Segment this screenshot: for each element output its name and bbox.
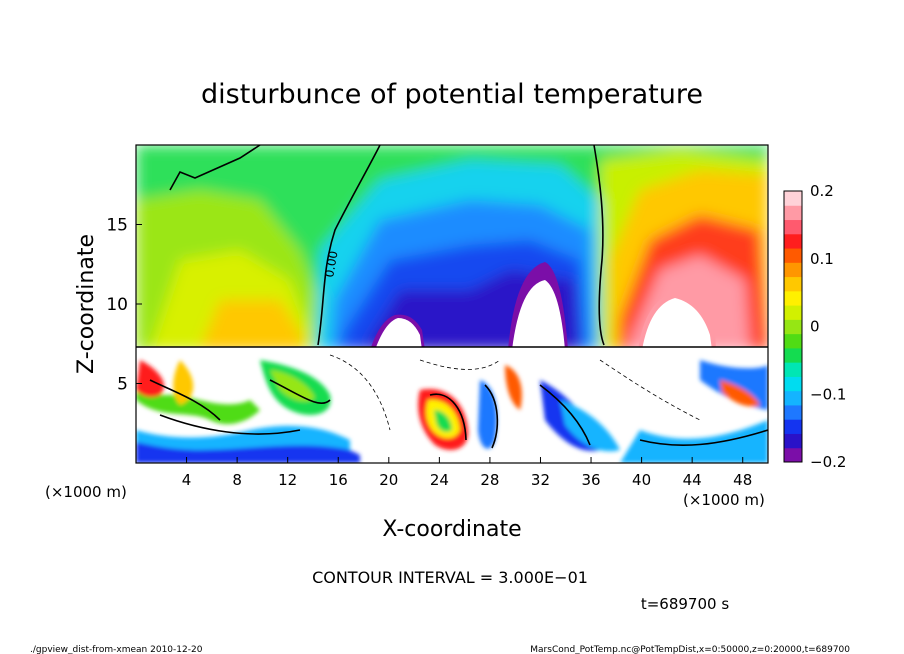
colorbar-swatch-14 bbox=[784, 248, 802, 263]
colorbar-swatch-0 bbox=[784, 447, 802, 463]
y-tick-label-2: 15 bbox=[106, 216, 128, 236]
x-axis-ticks: 4 8 12 16 20 24 28 32 36 40 44 48 bbox=[182, 457, 752, 489]
colorbar-swatch-13 bbox=[784, 262, 802, 278]
colorbar bbox=[783, 190, 803, 463]
colorbar-label-3: −0.1 bbox=[810, 385, 846, 403]
colorbar-swatch-5 bbox=[784, 376, 802, 392]
colorbar-label-1: 0.1 bbox=[810, 250, 834, 268]
colorbar-label-4: −0.2 bbox=[810, 453, 846, 471]
y-axis-ticks: 5 10 15 bbox=[106, 216, 142, 395]
x-tick-label-0: 4 bbox=[182, 471, 192, 489]
x-tick-label-9: 40 bbox=[632, 471, 651, 489]
colorbar-swatch-12 bbox=[784, 276, 802, 292]
colorbar-label-2: 0 bbox=[810, 318, 820, 336]
x-tick-label-5: 24 bbox=[430, 471, 449, 489]
y-tick-label-0: 5 bbox=[117, 375, 128, 395]
colorbar-swatch-4 bbox=[784, 390, 802, 406]
x-unit-right: (×1000 m) bbox=[683, 491, 765, 509]
x-tick-label-4: 20 bbox=[379, 471, 398, 489]
colorbar-swatch-10 bbox=[784, 305, 802, 320]
y-axis-label: Z-coordinate bbox=[74, 234, 99, 374]
colorbar-swatch-18 bbox=[784, 191, 802, 206]
heatmap-area: 0.00 bbox=[136, 145, 768, 463]
colorbar-swatch-8 bbox=[784, 333, 802, 349]
footer-right: MarsCond_PotTemp.nc@PotTempDist,x=0:5000… bbox=[530, 645, 850, 654]
y-tick-label-1: 10 bbox=[106, 295, 128, 315]
chart-title: disturbunce of potential temperature bbox=[201, 79, 703, 110]
colorbar-swatch-6 bbox=[784, 362, 802, 377]
x-tick-label-8: 36 bbox=[581, 471, 600, 489]
colorbar-swatch-3 bbox=[784, 404, 802, 420]
x-tick-label-6: 28 bbox=[480, 471, 499, 489]
contour-label: 0.00 bbox=[322, 250, 340, 279]
colorbar-swatch-15 bbox=[784, 233, 802, 249]
x-tick-label-10: 44 bbox=[683, 471, 702, 489]
contour-interval: CONTOUR INTERVAL = 3.000E−01 bbox=[312, 568, 588, 587]
colorbar-label-0: 0.2 bbox=[810, 182, 834, 200]
x-unit-left: (×1000 m) bbox=[45, 483, 127, 501]
x-tick-label-1: 8 bbox=[232, 471, 242, 489]
colorbar-frame bbox=[783, 190, 803, 463]
colorbar-swatch-2 bbox=[784, 419, 802, 434]
colorbar-swatch-1 bbox=[784, 433, 802, 449]
x-tick-label-11: 48 bbox=[733, 471, 752, 489]
colorbar-swatch-17 bbox=[784, 205, 802, 221]
colorbar-labels: 0.2 0.1 0 −0.1 −0.2 bbox=[810, 182, 846, 471]
x-tick-label-2: 12 bbox=[278, 471, 297, 489]
time-label: t=689700 s bbox=[641, 595, 729, 613]
colorbar-swatch-16 bbox=[784, 219, 802, 235]
x-axis-label: X-coordinate bbox=[382, 517, 521, 542]
colorbar-swatch-7 bbox=[784, 347, 802, 363]
colorbar-swatch-11 bbox=[784, 290, 802, 306]
footer-left: ./gpview_dist-from-xmean 2010-12-20 bbox=[30, 645, 203, 654]
x-tick-label-3: 16 bbox=[329, 471, 348, 489]
colorbar-swatch-9 bbox=[784, 319, 802, 335]
x-tick-label-7: 32 bbox=[531, 471, 550, 489]
